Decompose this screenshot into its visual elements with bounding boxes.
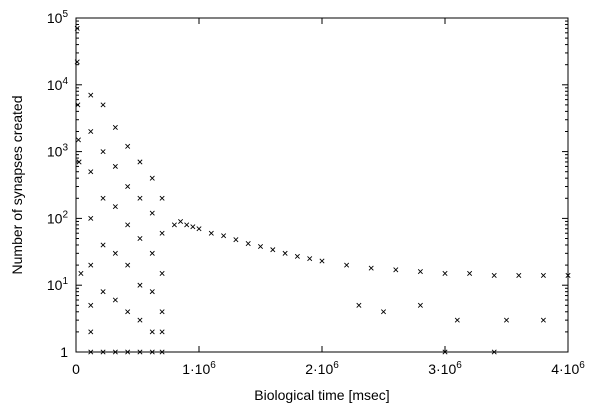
data-point (233, 237, 239, 243)
data-point (159, 270, 165, 276)
data-point (196, 226, 202, 232)
data-point (159, 230, 165, 236)
x-tick-label: 0 (72, 361, 80, 377)
data-point (467, 270, 473, 276)
data-point (88, 215, 94, 221)
data-point (125, 222, 131, 228)
data-point (125, 143, 131, 149)
data-point (356, 302, 362, 308)
data-point (417, 302, 423, 308)
axis-ticks: 0 1·106 2·106 3·106 4·106 1 101 102 103 104 105 (47, 9, 585, 377)
data-point (178, 218, 184, 224)
data-point (88, 92, 94, 98)
data-point (125, 262, 131, 268)
data-point (112, 250, 118, 256)
data-point (208, 230, 214, 236)
data-point (171, 222, 177, 228)
data-point (112, 204, 118, 210)
data-point (100, 242, 106, 248)
y-tick-label: 102 (47, 209, 69, 226)
y-tick-label: 105 (47, 9, 69, 26)
data-point (503, 317, 510, 323)
data-point (137, 235, 143, 242)
data-point (245, 241, 251, 247)
data-point (149, 250, 155, 256)
data-point (137, 195, 143, 201)
y-tick-label: 103 (47, 143, 69, 160)
data-point (540, 317, 546, 323)
data-point (112, 297, 118, 303)
y-tick-label: 101 (47, 276, 69, 293)
data-point (221, 233, 227, 239)
data-point (454, 317, 460, 323)
data-point (149, 329, 155, 335)
data-point (442, 270, 448, 276)
y-tick-label: 1 (60, 344, 68, 360)
data-point (516, 272, 522, 278)
data-point (344, 262, 350, 268)
data-point (100, 289, 106, 295)
data-point (88, 169, 94, 175)
data-point (125, 184, 131, 190)
data-point (88, 329, 94, 335)
x-tick-label: 4·106 (551, 360, 585, 377)
data-point (75, 137, 81, 143)
x-axis-label: Biological time [msec] (254, 387, 389, 403)
data-points (74, 25, 571, 355)
data-point (159, 309, 165, 315)
data-point (112, 124, 118, 130)
data-point (294, 253, 300, 259)
data-point (368, 265, 374, 271)
data-point (270, 247, 276, 253)
x-tick-label: 3·106 (428, 360, 462, 377)
data-point (184, 222, 190, 228)
data-point (190, 224, 196, 230)
x-tick-label: 1·106 (182, 360, 216, 377)
data-point (88, 262, 94, 268)
data-point (319, 258, 325, 264)
data-point (307, 256, 313, 262)
data-point (159, 329, 165, 335)
data-point (88, 302, 94, 308)
data-point (100, 102, 106, 108)
data-point (257, 243, 264, 249)
x-tick-label: 2·106 (305, 360, 339, 377)
data-point (417, 269, 423, 275)
data-point (88, 128, 94, 135)
data-point (149, 210, 155, 216)
data-point (78, 270, 84, 276)
data-point (540, 272, 546, 278)
y-tick-label: 104 (47, 76, 69, 93)
data-point (380, 309, 387, 315)
data-point (125, 309, 131, 315)
data-point (100, 149, 106, 155)
data-point (149, 175, 155, 181)
data-point (159, 195, 165, 201)
data-point (282, 250, 288, 256)
y-axis-label: Number of synapses created (9, 96, 25, 275)
data-point (76, 159, 82, 165)
data-point (149, 289, 155, 295)
data-point (137, 317, 143, 323)
data-point (491, 272, 497, 278)
data-point (137, 282, 143, 288)
data-point (112, 163, 118, 169)
plot-frame (75, 17, 569, 353)
data-point (393, 267, 399, 273)
data-point (137, 159, 143, 165)
data-point (100, 195, 106, 201)
